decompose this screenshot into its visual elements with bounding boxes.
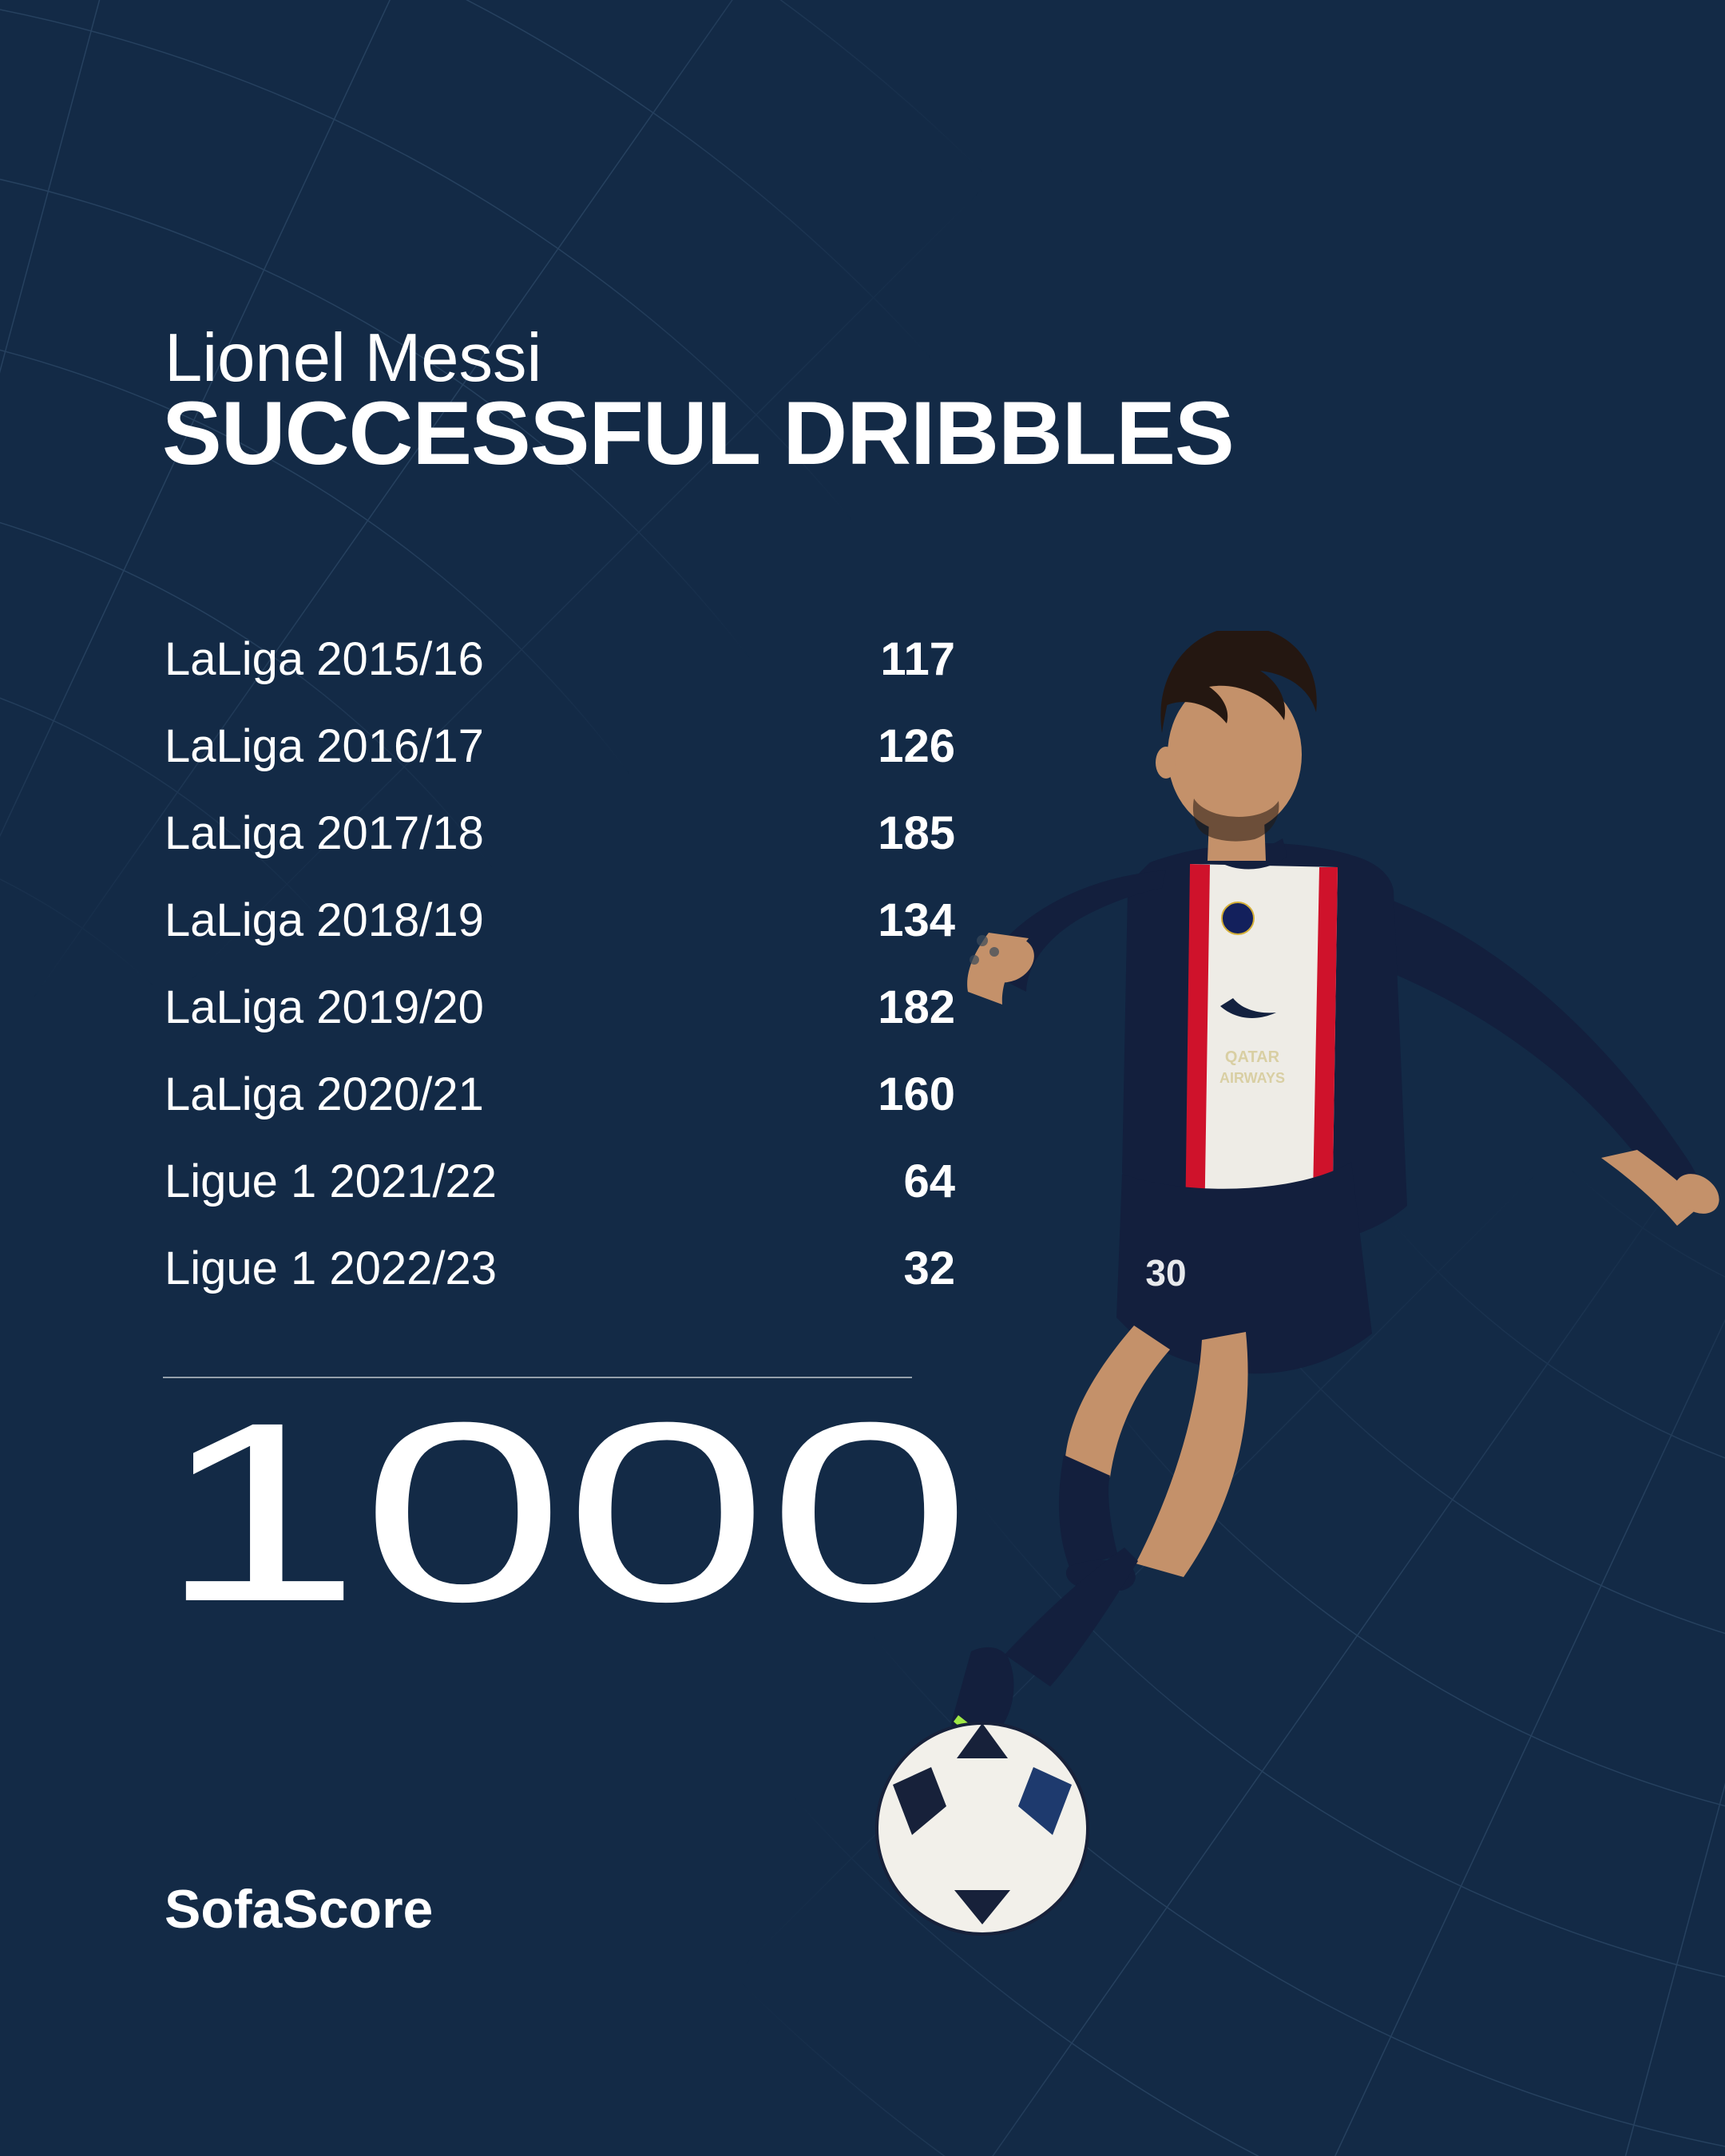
svg-text:30: 30 bbox=[1145, 1252, 1186, 1294]
svg-text:QATAR: QATAR bbox=[1225, 1048, 1280, 1066]
svg-text:AIRWAYS: AIRWAYS bbox=[1219, 1070, 1285, 1086]
